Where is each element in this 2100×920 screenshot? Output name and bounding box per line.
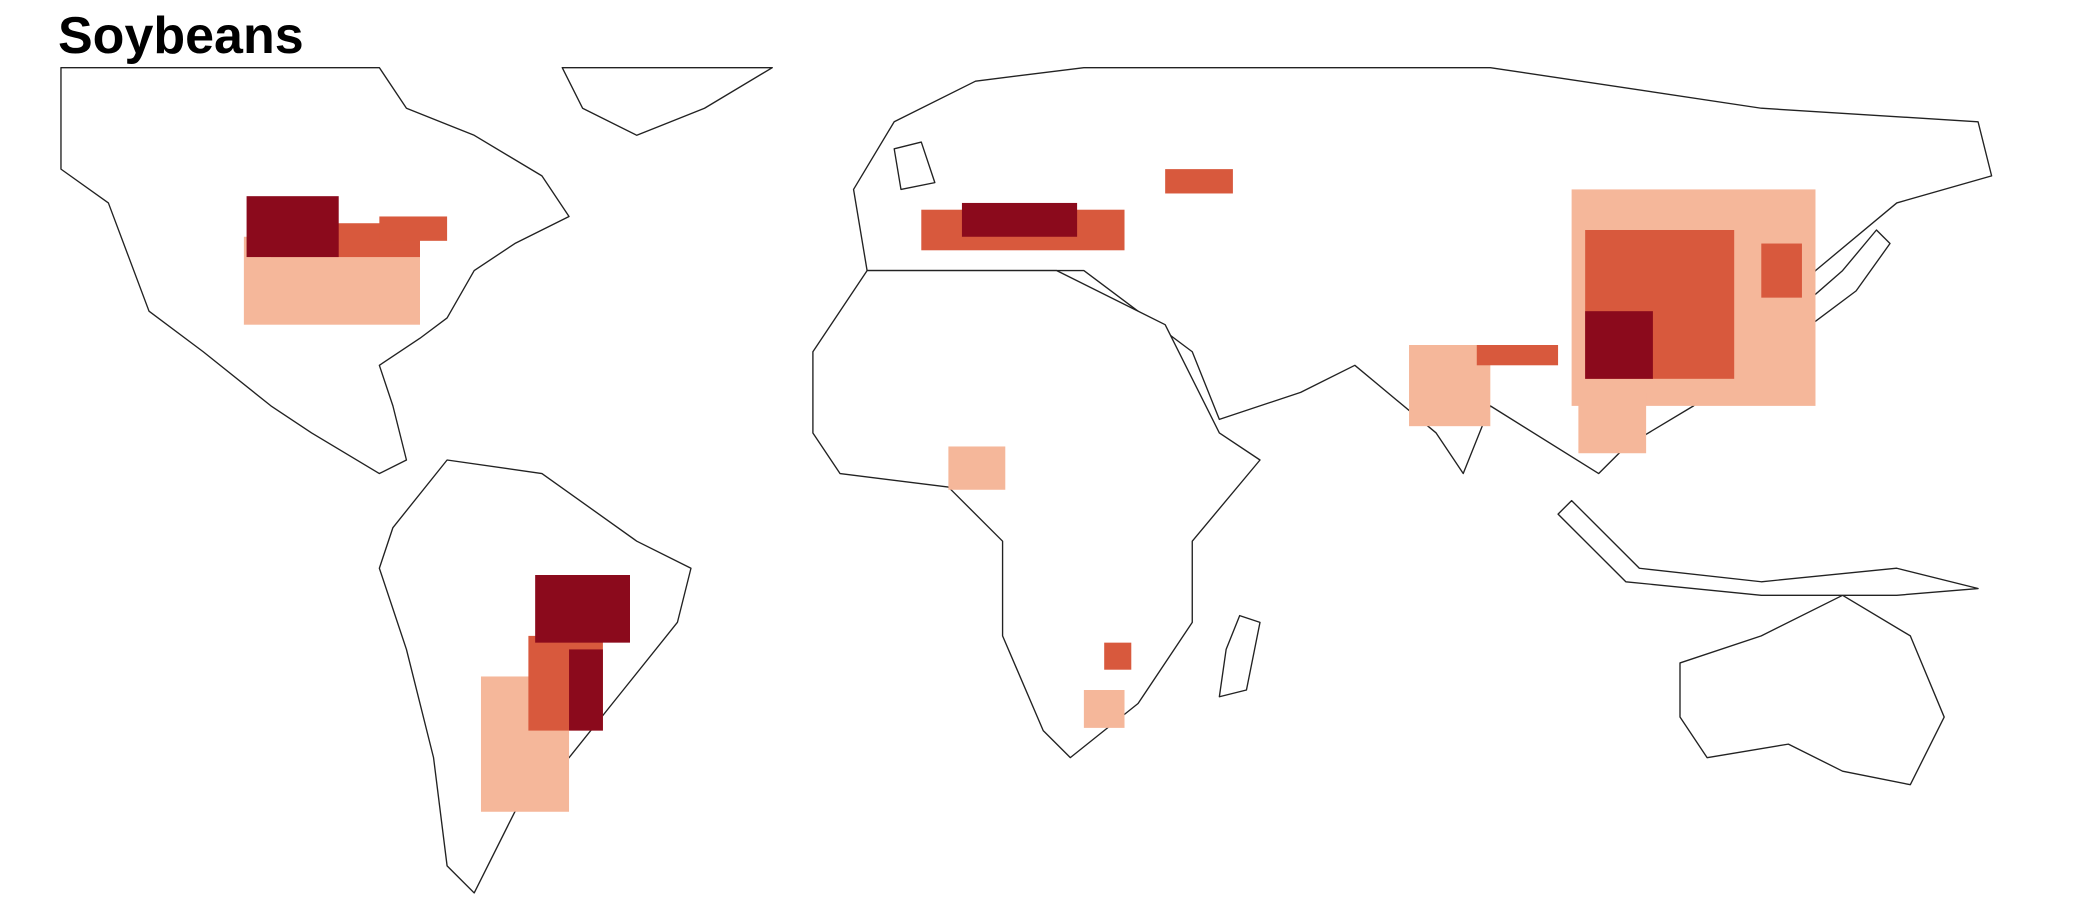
- greenland: [561, 66, 773, 136]
- europe-dark: [961, 202, 1078, 237]
- us-dark: [246, 196, 339, 258]
- south-africa-light: [1083, 690, 1125, 728]
- zambia-mid: [1104, 642, 1132, 670]
- southeast-asia-light: [1578, 392, 1647, 454]
- uk: [893, 141, 936, 191]
- brazil-south-dark: [569, 649, 603, 731]
- madagascar: [1218, 614, 1261, 698]
- africa: [812, 269, 1261, 759]
- india-mid: [1476, 345, 1559, 366]
- canada-mid: [379, 216, 448, 241]
- indonesia: [1557, 499, 1979, 596]
- china-dark: [1585, 311, 1653, 379]
- map-title: Soybeans: [58, 7, 304, 65]
- russia-mid: [1165, 169, 1233, 194]
- brazil-dark: [535, 575, 630, 643]
- australia: [1679, 594, 1945, 786]
- nigeria-light: [948, 446, 1006, 490]
- korea-mid: [1761, 243, 1802, 298]
- production-patches: [243, 169, 1816, 812]
